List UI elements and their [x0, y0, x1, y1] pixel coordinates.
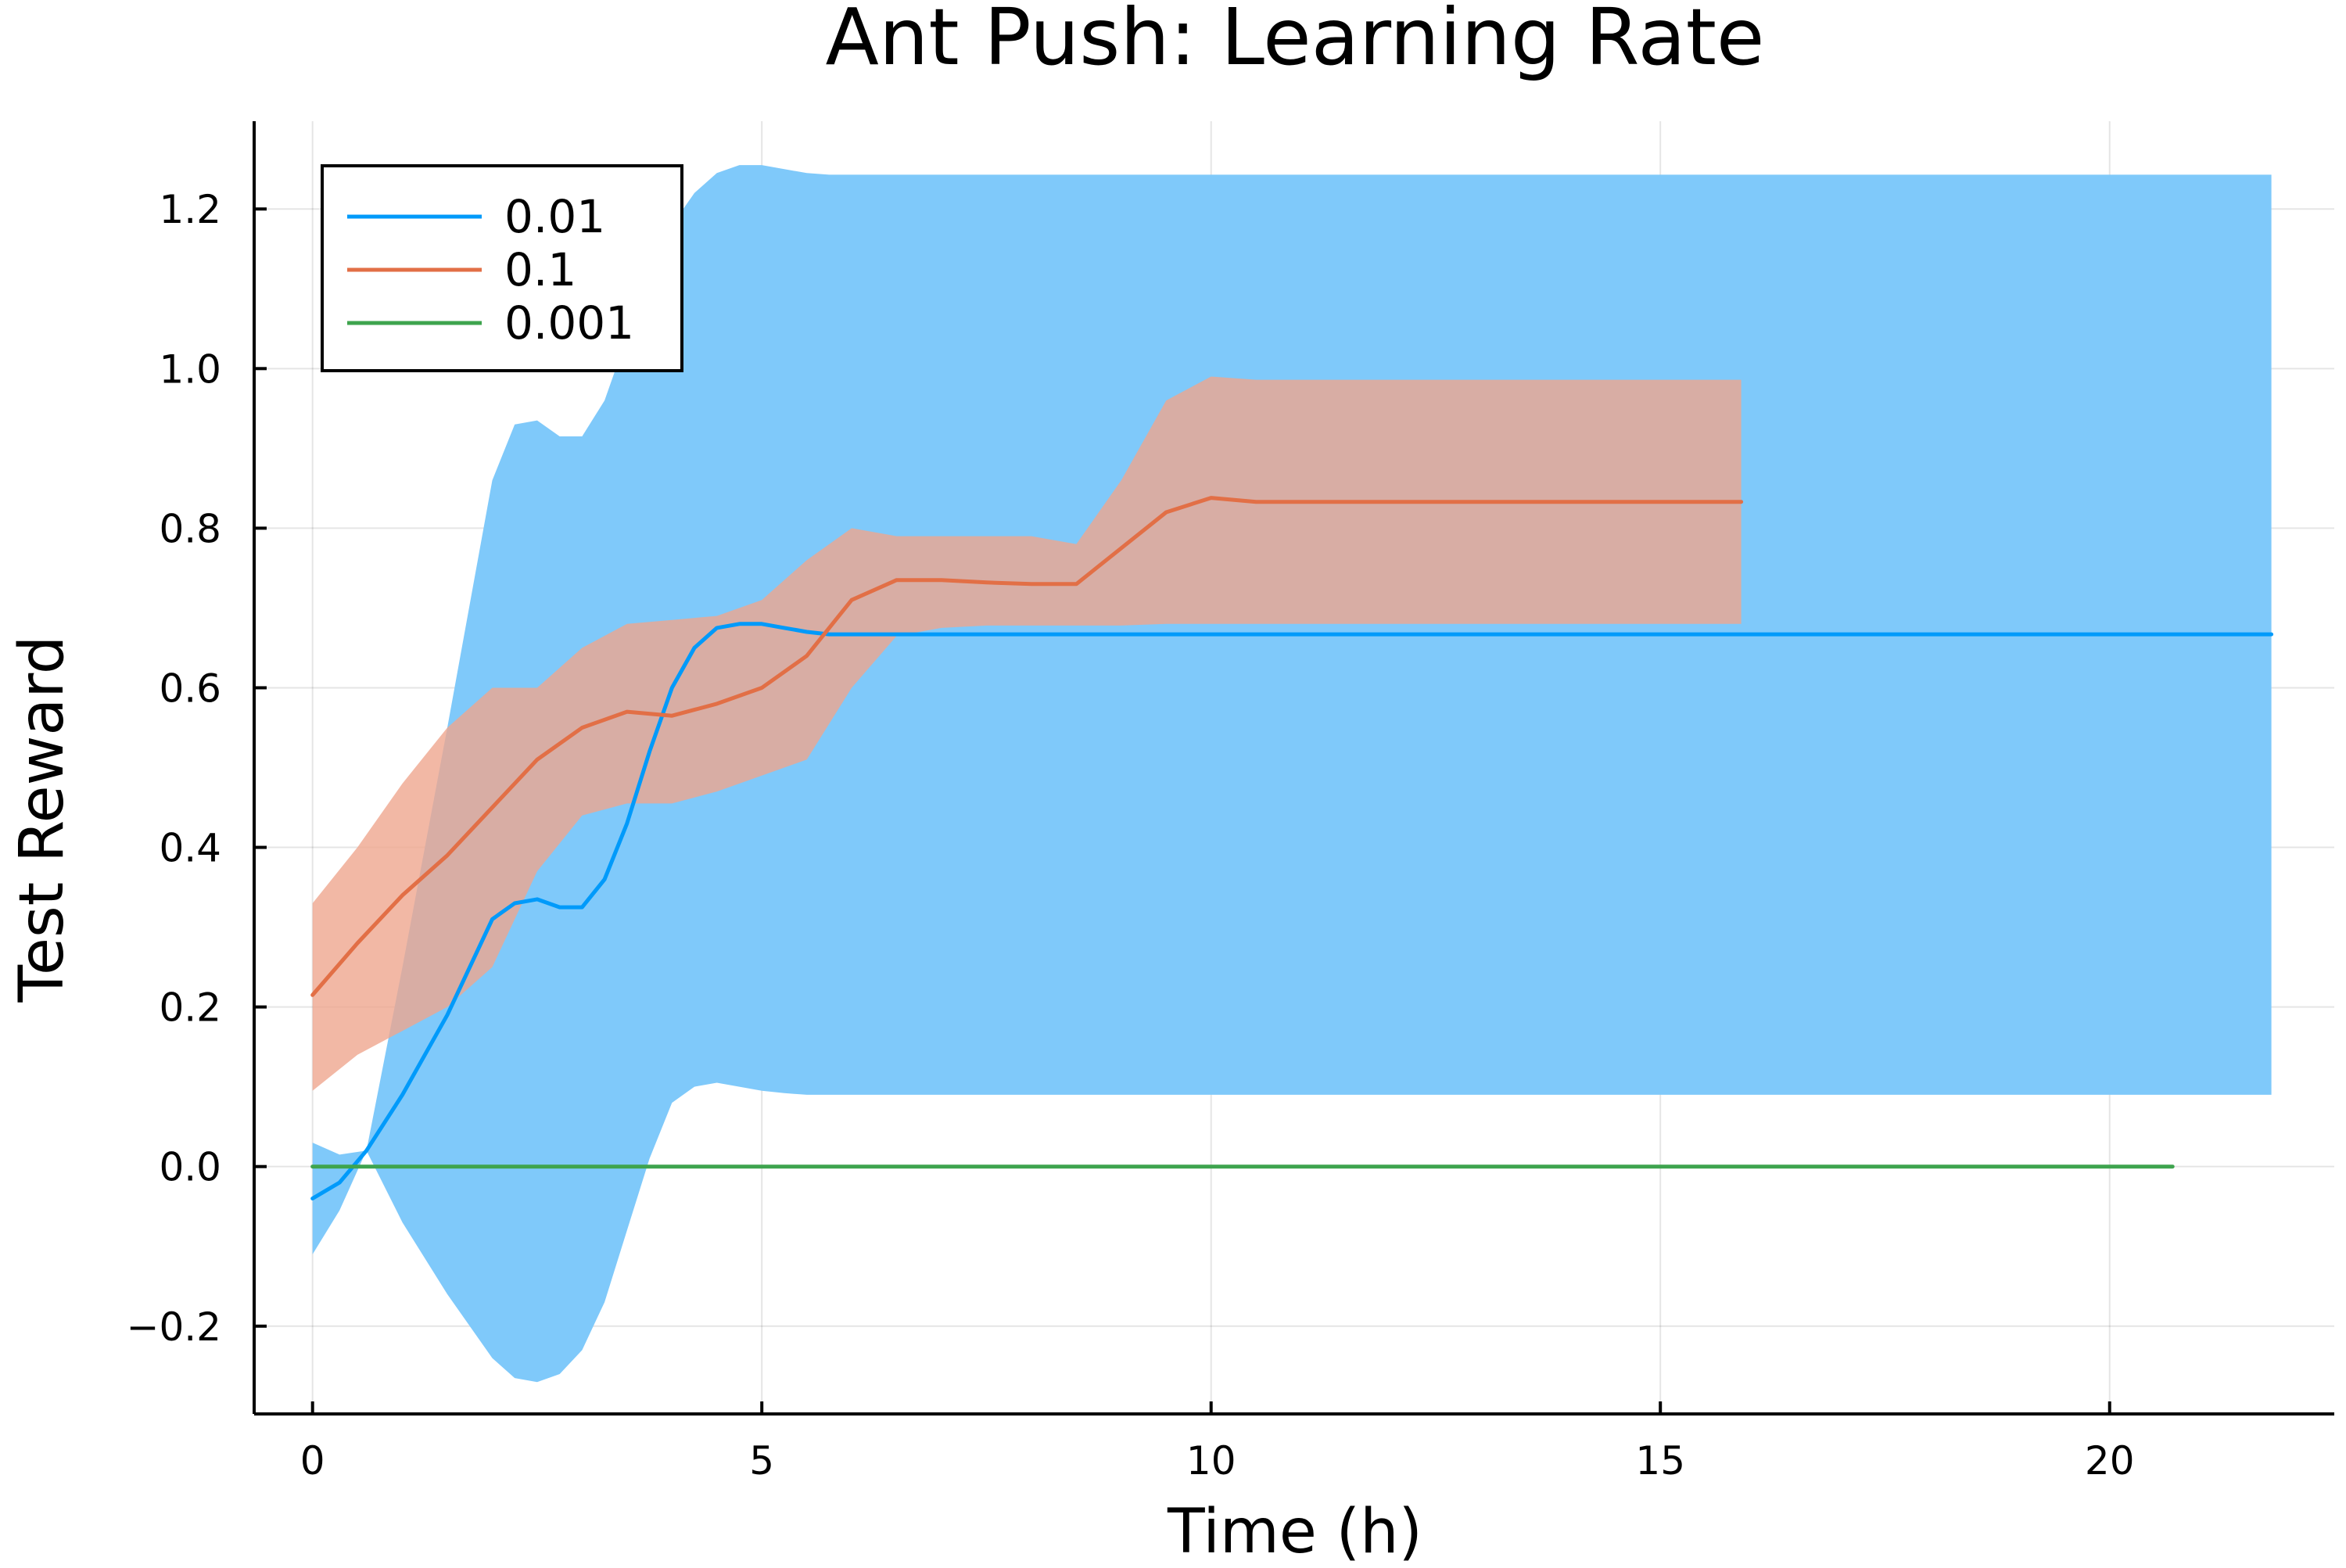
- line-series-0.1: [310, 496, 1744, 997]
- x-tick-label: 10: [1186, 1438, 1236, 1484]
- axes: [253, 121, 2334, 1416]
- legend: 0.010.10.001: [321, 164, 683, 372]
- y-axis-title: Test Reward: [7, 636, 77, 1003]
- y-tick-label: 0.8: [159, 506, 221, 551]
- y-tick-label: 0.2: [159, 985, 221, 1031]
- y-tick-label: 1.2: [159, 187, 221, 232]
- x-tick-label: 5: [749, 1438, 774, 1484]
- y-tick-label: 0.6: [159, 666, 221, 711]
- y-tick-label: 0.4: [159, 826, 221, 871]
- x-tick-label: 20: [2085, 1438, 2135, 1484]
- legend-label-0.001: 0.001: [504, 296, 634, 350]
- series-lines: [310, 496, 2274, 1200]
- x-axis-title: Time (h): [1167, 1497, 1422, 1564]
- band-series-0.01: [312, 165, 2272, 1383]
- chart-title: Ant Push: Learning Rate: [826, 0, 1765, 83]
- line-series-0.01: [310, 622, 2274, 1200]
- legend-label-0.01: 0.01: [504, 190, 605, 243]
- band-series-0.1: [312, 376, 1742, 1091]
- x-tick-label: 15: [1635, 1438, 1685, 1484]
- confidence-bands: [312, 165, 2272, 1383]
- y-tick-label: 0.0: [159, 1145, 221, 1190]
- y-tick-label: 1.0: [159, 346, 221, 392]
- ticks: 0 5 10 15 20 −0.2 0.0 0.2 0.4 0.6 0.8 1.0 1.2: [127, 187, 2135, 1484]
- x-tick-label: 0: [300, 1438, 325, 1484]
- legend-label-0.1: 0.1: [504, 243, 576, 296]
- y-tick-label: −0.2: [127, 1304, 221, 1350]
